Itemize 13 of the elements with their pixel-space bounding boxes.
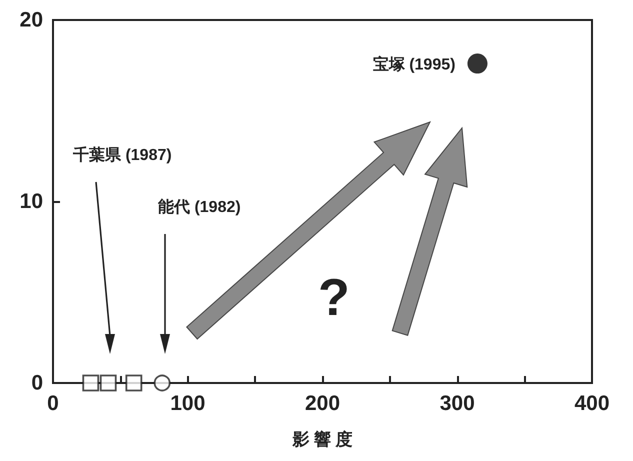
x-tick-label: 400	[574, 392, 610, 415]
x-tick-label: 200	[304, 392, 340, 415]
y-tick-label: 20	[20, 8, 43, 32]
x-tick-label: 100	[170, 392, 206, 415]
y-tick-label: 0	[31, 372, 43, 394]
annotation: ?	[318, 269, 350, 327]
annotation: 能代 (1982)	[158, 198, 241, 216]
x-tick-label: 300	[440, 392, 475, 415]
x-axis-title: 影 響 度	[291, 430, 353, 449]
y-tick-label: 10	[20, 190, 43, 213]
annotation: 千葉県 (1987)	[72, 146, 172, 164]
x-tick-label: 0	[47, 392, 59, 415]
annotation: 宝塚 (1995)	[372, 54, 456, 74]
